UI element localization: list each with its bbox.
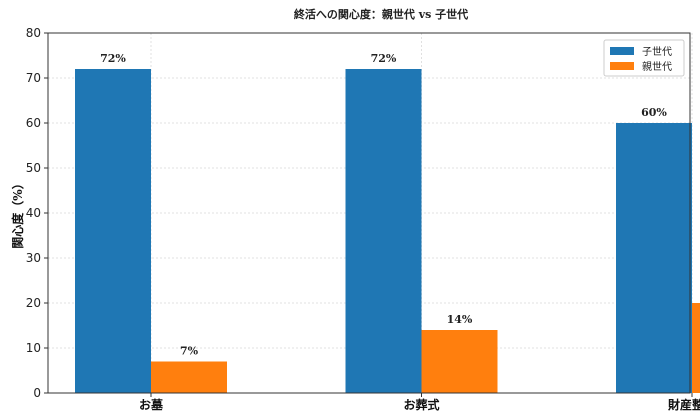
x-tick-labels: お墓 お葬式 財産整理 [139,397,700,412]
axes [44,32,693,397]
data-label: 72% [100,52,126,65]
y-tick-label: 30 [26,251,41,265]
bar-parent-1 [421,330,498,393]
legend-label: 子世代 [642,46,672,58]
bar-child-0 [75,69,151,393]
bar-parent-0 [151,361,227,393]
bar-child-1 [345,69,422,393]
y-axis-label: 関心度（%） [10,177,25,248]
data-label: 60% [641,106,667,119]
y-tick-label: 0 [33,386,41,400]
y-tick-label: 60 [26,116,41,130]
chart-title: 終活への関心度：親世代 vs 子世代 [294,7,468,21]
y-tick-label: 20 [26,296,41,310]
bars [75,69,700,393]
legend-label: 親世代 [642,60,672,73]
y-tick-label: 80 [26,26,41,40]
y-tick-label: 40 [26,206,41,220]
plot-frame [47,32,691,394]
data-labels: 72%7%72%14%60%20% [100,52,667,358]
y-tick-labels: 0 10 20 30 40 50 60 70 80 [26,26,41,400]
data-label: 72% [371,52,397,65]
x-tick-label: お墓 [139,397,164,412]
y-tick-label: 50 [26,161,41,175]
x-tick-label: 財産整理 [667,397,700,412]
bar-child-2 [616,123,692,393]
data-label: 14% [447,313,473,326]
data-label: 7% [180,345,199,358]
x-tick-label: お葬式 [403,397,439,412]
legend-swatch [610,62,634,70]
bar-parent-2 [692,303,700,393]
y-tick-label: 10 [26,341,41,355]
y-tick-label: 70 [26,71,41,85]
legend-swatch [610,47,634,55]
